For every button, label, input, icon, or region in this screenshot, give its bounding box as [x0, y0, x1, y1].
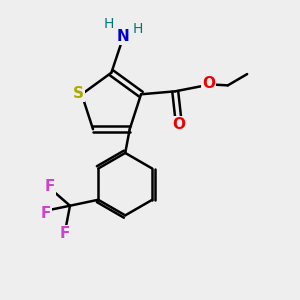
- Text: F: F: [59, 226, 70, 242]
- Text: S: S: [73, 86, 84, 101]
- Text: H: H: [104, 17, 115, 31]
- Text: F: F: [45, 179, 55, 194]
- Text: N: N: [117, 29, 130, 44]
- Text: H: H: [133, 22, 143, 36]
- Text: O: O: [172, 117, 185, 132]
- Text: O: O: [202, 76, 215, 91]
- Text: F: F: [40, 206, 50, 221]
